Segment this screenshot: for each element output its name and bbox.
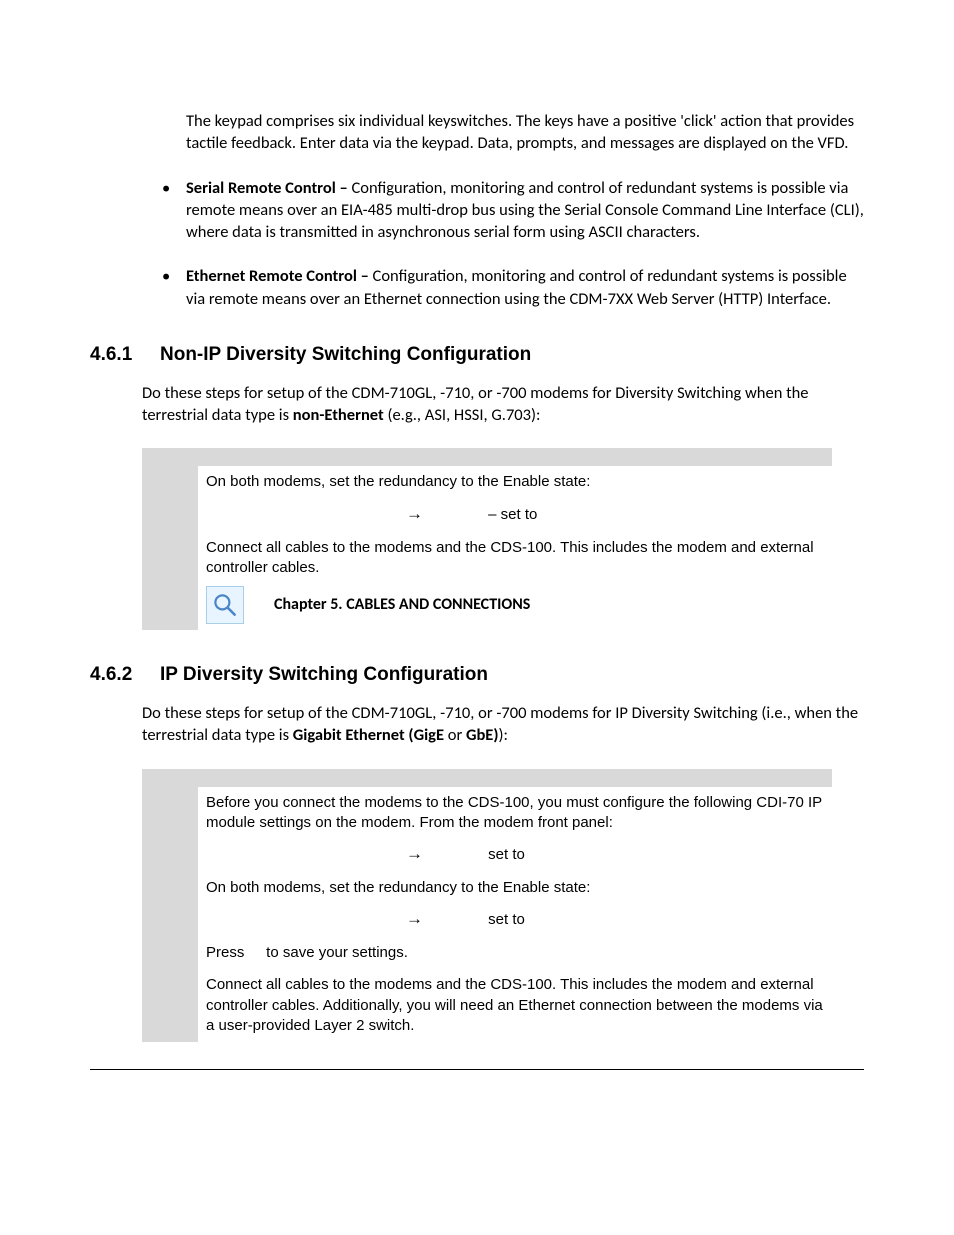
table-row: On both modems, set the redundancy to th… <box>142 466 832 531</box>
table-row: Connect all cables to the modems and the… <box>142 532 832 631</box>
table-row: Press to save your settings. <box>142 937 832 969</box>
bullet-lead: Ethernet Remote Control – <box>186 266 373 286</box>
arrow-icon: → <box>406 843 484 866</box>
step-text-cell: Connect all cables to the modems and the… <box>198 969 832 1042</box>
arrow-row: → – set to <box>206 503 824 526</box>
bullet-serial-remote: • Serial Remote Control – Configuration,… <box>186 177 864 244</box>
table-header-step <box>142 448 198 466</box>
arrow-icon: → <box>406 908 484 931</box>
magnifier-icon <box>206 586 244 624</box>
heading-title: IP Diversity Switching Configuration <box>160 664 488 686</box>
arrow-row: → set to <box>206 908 824 931</box>
section-462-intro: Do these steps for setup of the CDM-710G… <box>142 702 864 747</box>
step-text: On both modems, set the redundancy to th… <box>206 878 824 898</box>
step-cell <box>142 937 198 969</box>
table-row: Before you connect the modems to the CDS… <box>142 787 832 872</box>
press-after: to save your settings. <box>266 944 408 961</box>
keypad-paragraph: The keypad comprises six individual keys… <box>186 110 864 155</box>
step-text-cell: Before you connect the modems to the CDS… <box>198 787 832 872</box>
table-header-desc <box>198 448 832 466</box>
table-462: Before you connect the modems to the CDS… <box>142 769 832 1043</box>
table-header-desc <box>198 769 832 787</box>
section-461-intro: Do these steps for setup of the CDM-710G… <box>142 382 864 427</box>
bullet-ethernet-remote: • Ethernet Remote Control – Configuratio… <box>186 265 864 310</box>
arrow-row: → set to <box>206 843 824 866</box>
bullet-icon: • <box>162 265 170 287</box>
table-header-step <box>142 769 198 787</box>
heading-title: Non-IP Diversity Switching Configuration <box>160 344 531 366</box>
chapter-reference: Chapter 5. CABLES AND CONNECTIONS <box>274 594 530 616</box>
table-header-row <box>142 769 832 787</box>
intro-mid: or <box>444 725 466 745</box>
step-cell <box>142 787 198 872</box>
arrow-after: set to <box>488 910 525 930</box>
step-cell <box>142 872 198 937</box>
step-cell <box>142 532 198 631</box>
arrow-icon: → <box>406 503 484 526</box>
step-cell <box>142 969 198 1042</box>
heading-number: 4.6.2 <box>90 664 140 686</box>
heading-number: 4.6.1 <box>90 344 140 366</box>
table-row: Connect all cables to the modems and the… <box>142 969 832 1042</box>
step-text-cell: On both modems, set the redundancy to th… <box>198 872 832 937</box>
step-text: Connect all cables to the modems and the… <box>206 538 824 579</box>
intro-post: (e.g., ASI, HSSI, G.703): <box>384 405 541 425</box>
magnifier-reference: Chapter 5. CABLES AND CONNECTIONS <box>206 578 824 624</box>
step-text: Before you connect the modems to the CDS… <box>206 793 824 834</box>
step-text: Connect all cables to the modems and the… <box>206 975 824 1036</box>
step-text-cell: Press to save your settings. <box>198 937 832 969</box>
table-461: On both modems, set the redundancy to th… <box>142 448 832 630</box>
step-cell <box>142 466 198 531</box>
press-label: Press <box>206 943 262 963</box>
arrow-after: – set to <box>488 505 537 525</box>
intro-bold: non-Ethernet <box>293 405 384 425</box>
heading-4-6-2: 4.6.2 IP Diversity Switching Configurati… <box>90 664 864 686</box>
step-text-cell: Connect all cables to the modems and the… <box>198 532 832 631</box>
step-text: On both modems, set the redundancy to th… <box>206 472 824 492</box>
arrow-after: set to <box>488 845 525 865</box>
bullet-lead: Serial Remote Control – <box>186 178 351 198</box>
intro-bold2: GbE) <box>466 725 499 745</box>
table-row: On both modems, set the redundancy to th… <box>142 872 832 937</box>
intro-bold: Gigabit Ethernet (GigE <box>293 725 444 745</box>
bullet-icon: • <box>162 177 170 199</box>
table-header-row <box>142 448 832 466</box>
intro-post: ): <box>499 725 508 745</box>
heading-4-6-1: 4.6.1 Non-IP Diversity Switching Configu… <box>90 344 864 366</box>
step-text-cell: On both modems, set the redundancy to th… <box>198 466 832 531</box>
footer-rule <box>90 1069 864 1070</box>
